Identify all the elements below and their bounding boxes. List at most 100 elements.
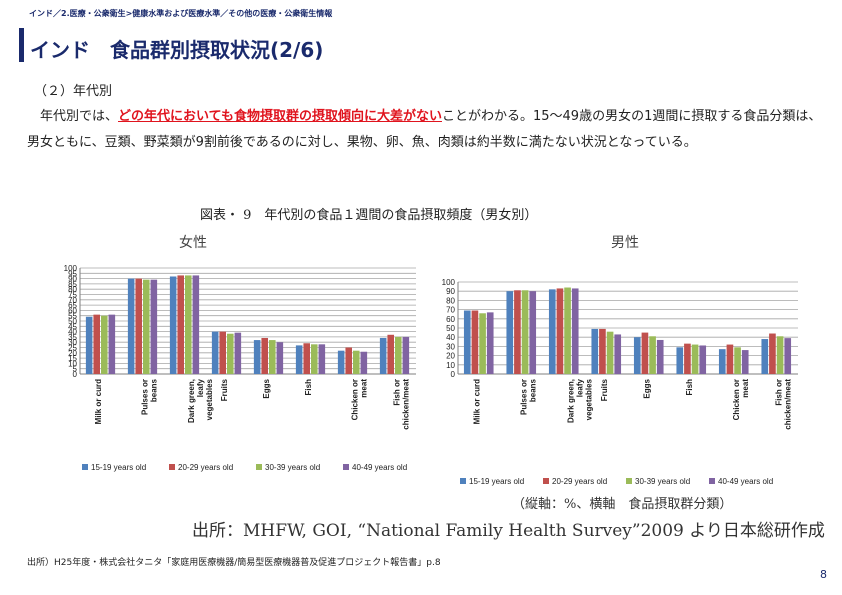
y-tick-label: 30 bbox=[68, 338, 77, 347]
bar bbox=[741, 350, 749, 374]
bar bbox=[101, 315, 108, 374]
x-tick-label: Fish bbox=[685, 379, 694, 396]
legend-label: 30-39 years old bbox=[265, 463, 320, 472]
bar bbox=[548, 289, 556, 374]
bar bbox=[614, 334, 622, 374]
legend-swatch bbox=[343, 464, 349, 470]
y-tick-label: 90 bbox=[68, 275, 77, 284]
bar bbox=[402, 336, 410, 374]
bar bbox=[649, 336, 656, 374]
y-tick-label: 55 bbox=[68, 312, 77, 321]
y-tick-label: 50 bbox=[68, 317, 77, 326]
y-tick-label: 80 bbox=[68, 285, 77, 294]
bar bbox=[471, 310, 479, 374]
bar bbox=[761, 339, 769, 374]
footnote: 出所）H25年度・株式会社タニタ「家庭用医療機器/簡易型医療機器普及促進プロジェ… bbox=[27, 558, 441, 568]
y-tick-label: 100 bbox=[64, 264, 78, 273]
bar bbox=[353, 350, 360, 374]
chart-title-female: 女性 bbox=[179, 235, 207, 251]
y-tick-label: 80 bbox=[446, 296, 455, 305]
y-tick-label: 45 bbox=[68, 322, 77, 331]
bar bbox=[718, 349, 726, 374]
y-tick-label: 70 bbox=[68, 296, 77, 305]
legend-swatch bbox=[256, 464, 262, 470]
bar bbox=[395, 336, 402, 374]
bar bbox=[521, 290, 529, 374]
chart-source: 出所：MHFW, GOI, “National Family Health Su… bbox=[192, 521, 825, 541]
bar bbox=[135, 278, 142, 374]
x-tick-label: Fish orchicken/meat bbox=[393, 379, 411, 430]
bar bbox=[303, 343, 310, 374]
bar bbox=[85, 316, 93, 374]
x-tick-label: Chicken ormeat bbox=[351, 379, 369, 421]
x-tick-label: Fish orchicken/meat bbox=[774, 379, 792, 430]
x-tick-label: Dark green,leafyvegetables bbox=[187, 378, 214, 423]
legend-label: 20-29 years old bbox=[178, 463, 233, 472]
legend-label: 20-29 years old bbox=[552, 477, 607, 486]
x-tick-label: Fruits bbox=[600, 378, 609, 401]
bar bbox=[311, 344, 318, 374]
bar bbox=[784, 338, 792, 374]
x-tick-label: Milk or curd bbox=[472, 379, 481, 424]
legend-label: 40-49 years old bbox=[718, 477, 773, 486]
y-tick-label: 40 bbox=[68, 328, 77, 337]
y-tick-label: 85 bbox=[68, 280, 77, 289]
body-text-highlight: どの年代においても食物摂取群の摂取傾向に大差がない bbox=[118, 109, 442, 124]
legend-label: 40-49 years old bbox=[352, 463, 407, 472]
title-accent-bar bbox=[19, 28, 24, 62]
bar bbox=[769, 333, 776, 374]
y-tick-label: 75 bbox=[68, 291, 77, 300]
bar bbox=[345, 347, 352, 374]
y-tick-label: 95 bbox=[68, 269, 77, 278]
y-tick-label: 15 bbox=[68, 354, 77, 363]
bar bbox=[486, 312, 494, 374]
bar bbox=[676, 347, 684, 374]
page-number: 8 bbox=[820, 568, 827, 581]
bar bbox=[261, 337, 268, 374]
y-tick-label: 60 bbox=[68, 306, 77, 315]
y-tick-label: 65 bbox=[68, 301, 77, 310]
body-text-pre: 年代別では、 bbox=[40, 109, 119, 124]
y-tick-label: 0 bbox=[73, 370, 78, 379]
page-title: インド 食品群別摂取状況(2/6) bbox=[30, 38, 324, 62]
x-tick-label: Eggs bbox=[642, 378, 651, 398]
bar bbox=[234, 332, 242, 374]
y-tick-label: 0 bbox=[451, 370, 456, 379]
bar bbox=[219, 331, 226, 374]
legend-swatch bbox=[709, 478, 715, 484]
bar bbox=[169, 276, 177, 374]
legend-swatch bbox=[460, 478, 466, 484]
bar bbox=[684, 343, 691, 374]
bar bbox=[127, 278, 135, 374]
legend-swatch bbox=[82, 464, 88, 470]
bar bbox=[606, 331, 614, 374]
bar bbox=[177, 275, 184, 374]
y-tick-label: 35 bbox=[68, 333, 77, 342]
section-heading: （２）年代別 bbox=[34, 84, 113, 99]
x-tick-label: Fish bbox=[304, 379, 313, 396]
breadcrumb: インド／2.医療・公衆衛生>健康水準および医療水準／その他の医療・公衆衛生情報 bbox=[29, 9, 333, 18]
bar bbox=[269, 340, 276, 374]
bar bbox=[656, 339, 664, 374]
x-tick-label: Eggs bbox=[262, 378, 271, 398]
y-tick-label: 100 bbox=[442, 278, 456, 287]
bar bbox=[379, 337, 387, 374]
legend-swatch bbox=[169, 464, 175, 470]
bar bbox=[564, 287, 571, 374]
bar bbox=[253, 340, 261, 374]
bar bbox=[387, 334, 394, 374]
y-tick-label: 10 bbox=[446, 361, 455, 370]
bar bbox=[143, 279, 150, 374]
bar bbox=[641, 332, 649, 374]
bar bbox=[150, 279, 158, 374]
bar bbox=[479, 313, 486, 374]
x-tick-label: Chicken ormeat bbox=[732, 379, 750, 421]
bar bbox=[726, 344, 734, 374]
bar bbox=[691, 344, 699, 374]
chart-male: 0 10 20 30 40 50 60 70 80 90 100 Milk or curd Pulses… bbox=[428, 266, 810, 498]
x-tick-label: Milk or curd bbox=[94, 379, 103, 424]
legend-label: 30-39 years old bbox=[635, 477, 690, 486]
bar bbox=[295, 345, 303, 374]
body-text-post: ことがわかる。15～49歳の男女の1週間に摂取する食品分類は、男女ともに、豆類、… bbox=[27, 109, 822, 150]
y-tick-label: 40 bbox=[446, 333, 455, 342]
